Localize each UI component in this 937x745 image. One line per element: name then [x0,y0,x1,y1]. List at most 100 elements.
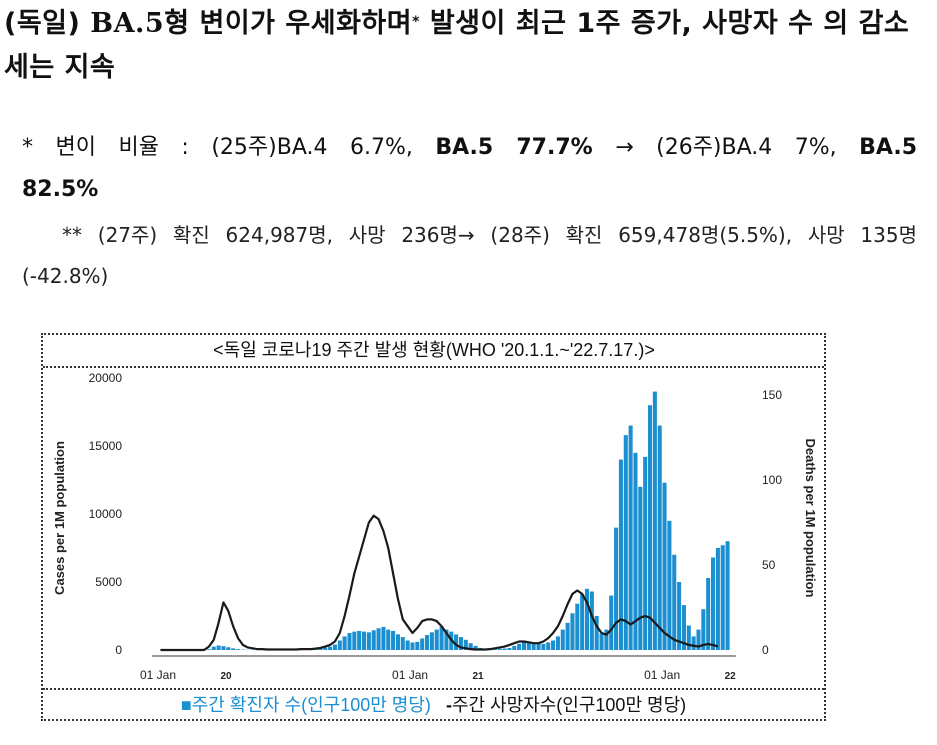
cases-bar [371,630,376,650]
cases-bar [226,647,231,650]
cases-bar [604,629,609,650]
cases-bar [395,634,400,650]
cases-bar [434,629,439,650]
weekly-counts-note: ** (27주) 확진 624,987명, 사망 236명→ (28주) 확진 … [62,223,917,247]
cases-bar [332,644,337,650]
right-tick-label: 150 [762,388,782,402]
cases-bar [555,636,560,650]
cases-bar [231,648,236,650]
cases-bar [614,527,619,650]
cases-bar [691,636,696,650]
cases-bar [429,632,434,650]
cases-bar [711,557,716,650]
cases-bar [444,629,449,650]
cases-bar [507,647,512,650]
cases-bar [521,642,527,650]
x-tick-year-label: 21 [473,671,485,682]
cases-bar [551,640,556,650]
cases-bar [584,588,590,650]
cases-bar [458,637,463,650]
cases-bar [323,647,328,650]
cases-bar [235,649,241,650]
x-tick-label: 01 Jan [140,668,176,682]
chart-frame [41,333,826,721]
cases-bar [652,391,657,650]
cases-bar [657,425,662,650]
cases-bar [361,631,367,650]
cases-bar [623,435,628,650]
cases-bar [618,459,623,650]
cases-bar [589,591,594,650]
cases-bar [686,625,691,650]
cases-bar [318,648,323,650]
cases-bar [357,630,362,650]
footnote-marker: * [412,14,420,30]
deaths-line [160,514,719,652]
left-tick-label: 10000 [89,507,123,521]
cases-bar [594,616,599,650]
cases-bar [560,629,565,650]
chart-title: <독일 코로나19 주간 발생 현황(WHO '20.1.1.~'22.7.17… [213,340,655,360]
cases-bar [366,632,371,650]
cases-bar [512,645,517,650]
variant-ratio-note-continued: 82.5% [22,177,99,202]
cases-bar [454,634,459,650]
cases-bar [531,642,536,650]
cases-bar [541,643,546,650]
cases-bar [643,456,648,650]
cases-bar [599,633,604,650]
cases-bar [647,405,653,650]
cases-bar [696,629,701,650]
cases-bar [376,628,381,650]
cases-bar [517,643,522,650]
legend-divider [43,688,824,690]
cases-bar [720,545,725,650]
cases-bar [628,425,633,650]
cases-bar [386,629,391,650]
cases-bar [497,648,502,650]
cases-bar [667,520,672,650]
cases-bar [580,594,585,650]
cases-bar [701,609,706,650]
cases-bar [677,582,682,650]
cases-bar [662,482,667,650]
cases-bar [420,638,425,650]
left-tick-label: 20000 [89,371,123,385]
left-tick-label: 0 [115,643,122,657]
x-tick-label: 01 Jan [644,668,680,682]
cases-bar [425,635,430,650]
cases-bar [405,640,410,650]
variant-ratio-note: * 변이 비율 : (25주)BA.4 6.7%, BA.5 77.7% → (… [22,135,918,160]
y2-axis-title: Deaths per 1M population [803,439,818,598]
x-tick-year-label: 22 [725,671,737,682]
cases-bar [502,648,507,650]
left-tick-label: 15000 [89,439,123,453]
cases-bar [565,622,570,650]
cases-bar [347,633,352,650]
x-tick-year-label: 20 [220,671,232,682]
cases-bar [381,626,386,650]
cases-bar [211,646,216,650]
cases-bar [536,643,541,650]
right-tick-label: 0 [762,643,769,657]
cases-bar [609,595,614,650]
deaths-legend-swatch: - [445,695,452,715]
cases-bar [415,641,420,650]
right-tick-label: 50 [762,558,776,572]
cases-bar [439,626,444,650]
cases-bar [410,642,415,650]
cases-legend-swatch: ■ [180,695,192,715]
cases-bar [575,603,580,650]
right-tick-label: 100 [762,473,782,487]
cases-bar [715,548,720,650]
page-heading: (독일) BA.5형 변이가 우세화하며* 발생이 최근 1주 증가, 사망자 … [4,8,910,83]
chart-title-divider [43,366,824,368]
cases-bar [681,605,686,650]
cases-bar [546,642,551,650]
cases-bar [570,613,575,650]
cases-bar [633,452,638,650]
cases-bar [328,646,333,650]
cases-bar [352,631,357,650]
x-tick-label: 01 Jan [392,668,428,682]
